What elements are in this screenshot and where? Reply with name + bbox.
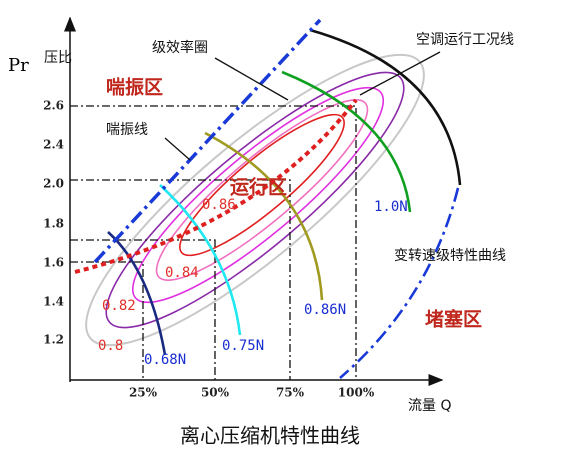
speed-value: 0.86N [304, 302, 346, 318]
surge-line [93, 18, 322, 264]
y-tick-label: 1.8 [43, 217, 64, 231]
x-tick-label: 50% [201, 386, 230, 400]
title: 离心压缩机特性曲线 [180, 424, 360, 448]
speed-value: 0.68N [144, 352, 186, 368]
operating-line [74, 98, 358, 274]
surge-region: 喘振区 [106, 76, 163, 99]
efficiency-value: 0.8 [98, 338, 123, 354]
speed-curves-label: 变转速级特性曲线 [394, 248, 506, 264]
reference-lines [70, 105, 357, 380]
x-tick-label: 75% [276, 386, 305, 400]
pointer [164, 137, 191, 161]
y-tick-label: 1.6 [43, 256, 64, 270]
x-label: 流量 Q [408, 398, 451, 414]
choke-region: 堵塞区 [425, 308, 482, 331]
y-symbol: Pr [8, 55, 29, 76]
speed-value: 1.0N [374, 199, 408, 215]
surge-line-label: 喘振线 [106, 121, 148, 138]
y-label: 压比 [44, 50, 72, 66]
x-tick-label: 25% [129, 386, 158, 400]
efficiency-value: 0.84 [165, 265, 199, 281]
y-tick-label: 1.2 [43, 333, 64, 347]
y-tick-label: 2.6 [43, 99, 64, 113]
x-tick-label: 100% [338, 386, 375, 400]
efficiency-value: 0.86 [202, 197, 236, 213]
speed-value: 0.75N [222, 338, 264, 354]
choke-line [339, 187, 460, 379]
efficiency-value: 0.82 [102, 298, 136, 314]
y-tick-label: 2.0 [43, 177, 64, 191]
efficiency-label: 级效率圈 [152, 39, 208, 56]
ac-line-label: 空调运行工况线 [416, 32, 514, 48]
pointer [214, 57, 289, 101]
operating-region: 运行区 [230, 176, 287, 199]
y-tick-label: 1.4 [43, 295, 64, 309]
pointer [359, 51, 441, 96]
y-tick-label: 2.4 [43, 138, 64, 152]
efficiency-rings [85, 53, 425, 347]
speed-curves [107, 28, 462, 356]
